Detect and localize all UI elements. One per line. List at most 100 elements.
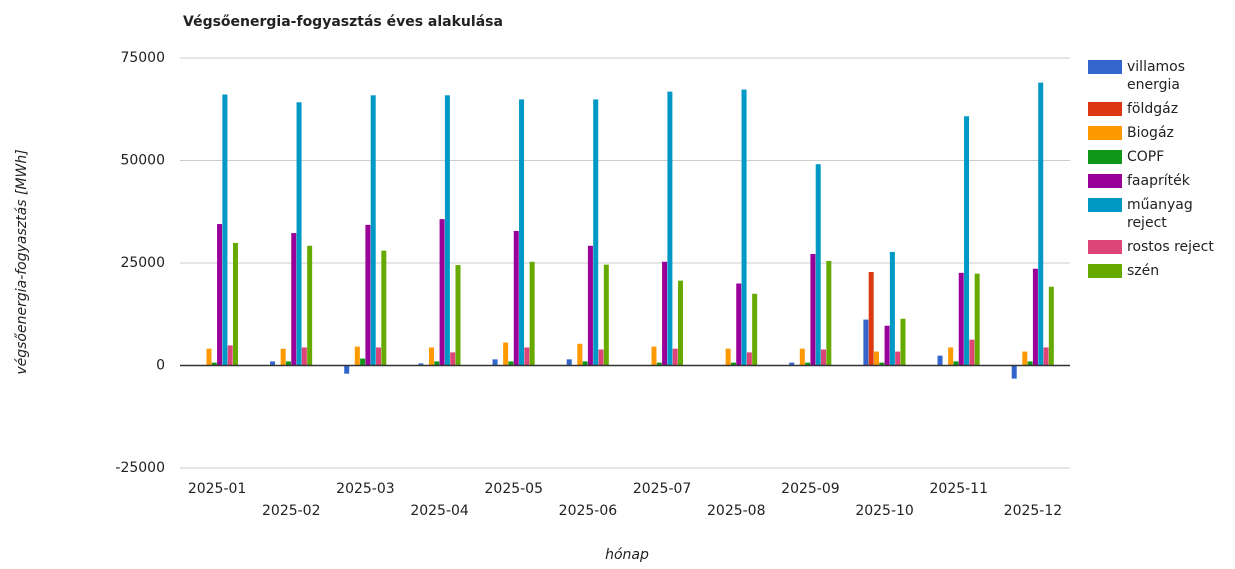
bar — [455, 265, 461, 366]
bar — [1043, 347, 1049, 366]
legend-item: faapríték — [1088, 172, 1235, 190]
legend-item: villamos energia — [1088, 58, 1235, 94]
y-tick-label: 25000 — [120, 255, 165, 271]
legend-label: földgáz — [1127, 101, 1179, 117]
legend-item: műanyag reject — [1088, 196, 1235, 232]
bar — [529, 261, 535, 366]
legend-swatch — [1088, 60, 1122, 74]
bar — [953, 361, 959, 366]
legend-swatch — [1088, 174, 1122, 188]
x-tick-label: 2025-07 — [633, 481, 692, 497]
bar — [217, 224, 223, 366]
bar — [948, 347, 954, 366]
bar — [1011, 365, 1017, 379]
bar — [593, 99, 599, 366]
legend-item: földgáz — [1088, 100, 1235, 118]
x-tick-label: 2025-03 — [336, 481, 395, 497]
y-axis-label: végsőenergia-fogyasztás [MWh] — [14, 149, 30, 374]
bar — [587, 245, 593, 366]
bar — [598, 349, 604, 366]
bar — [805, 362, 811, 366]
bar — [889, 251, 895, 366]
bar — [667, 91, 673, 366]
bar — [656, 362, 662, 366]
legend-swatch — [1088, 150, 1122, 164]
bar — [746, 352, 752, 366]
bar — [1048, 286, 1054, 366]
bar — [868, 272, 874, 366]
bar — [879, 362, 885, 366]
legend-swatch — [1088, 264, 1122, 278]
x-tick-label: 2025-06 — [559, 503, 618, 519]
bar — [900, 318, 906, 366]
legend-item: rostos reject — [1088, 238, 1235, 256]
legend-label: rostos reject — [1127, 239, 1214, 255]
legend-swatch — [1088, 240, 1122, 254]
x-tick-label: 2025-09 — [781, 481, 840, 497]
bar — [969, 339, 975, 366]
x-tick-label: 2025-02 — [262, 503, 321, 519]
x-axis-label: hónap — [605, 547, 649, 563]
bar — [508, 361, 514, 366]
legend-label: faapríték — [1127, 173, 1190, 189]
bar — [815, 164, 821, 366]
bar — [895, 351, 901, 366]
bar — [577, 343, 583, 366]
bar — [958, 272, 964, 366]
legend-item: szén — [1088, 262, 1235, 280]
bar — [296, 102, 302, 366]
legend-item: COPF — [1088, 148, 1235, 166]
bar — [418, 363, 424, 366]
bar — [270, 361, 276, 366]
legend-swatch — [1088, 102, 1122, 116]
bar — [752, 293, 758, 366]
bar — [884, 325, 890, 366]
bar — [672, 348, 678, 366]
x-tick-label: 2025-04 — [410, 503, 469, 519]
bar — [381, 250, 387, 366]
bar — [826, 260, 832, 366]
bar — [789, 362, 795, 366]
x-tick-label: 2025-01 — [188, 481, 247, 497]
y-tick-label: -25000 — [115, 460, 165, 476]
x-tick-label: 2025-11 — [930, 481, 989, 497]
bar — [291, 233, 297, 366]
bar — [450, 352, 456, 366]
bar — [799, 348, 805, 366]
bar — [582, 361, 588, 366]
x-tick-label: 2025-10 — [855, 503, 914, 519]
legend-label: szén — [1127, 263, 1160, 279]
x-tick-label: 2025-12 — [1004, 503, 1063, 519]
legend-label: műanyag reject — [1127, 197, 1193, 231]
legend-label: villamos energia — [1127, 59, 1186, 93]
bar — [354, 346, 360, 366]
bar — [603, 264, 609, 366]
bar — [365, 224, 371, 366]
x-tick-label: 2025-05 — [485, 481, 544, 497]
bar — [232, 242, 238, 366]
bar — [344, 365, 350, 374]
bar — [651, 346, 657, 366]
bar — [222, 94, 228, 366]
bar — [211, 362, 217, 366]
bar — [1027, 361, 1033, 366]
bar — [428, 347, 434, 366]
y-tick-label: 0 — [156, 358, 165, 374]
bar — [821, 349, 827, 366]
y-tick-label: 75000 — [120, 50, 165, 66]
bar — [863, 319, 869, 366]
bar — [725, 348, 731, 366]
bar — [937, 355, 943, 366]
bar — [444, 95, 450, 366]
bar — [974, 273, 980, 366]
bar — [376, 347, 382, 366]
bar — [736, 283, 742, 366]
bar — [810, 253, 816, 366]
bar — [730, 362, 736, 366]
bar — [285, 361, 291, 366]
bar — [280, 348, 286, 366]
bar — [360, 358, 366, 366]
legend-label: Biogáz — [1127, 125, 1174, 141]
